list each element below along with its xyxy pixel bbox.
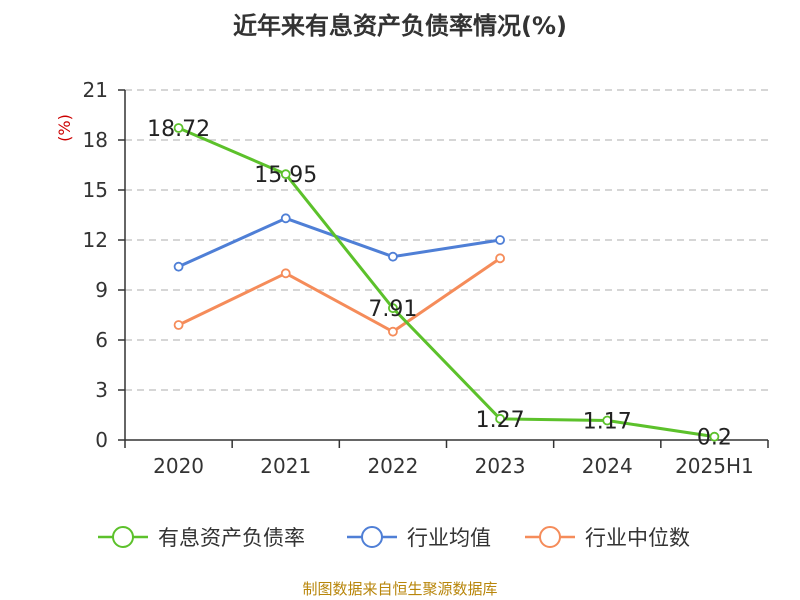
y-tick-label: 21 (83, 78, 108, 102)
y-tick-label: 0 (95, 428, 108, 452)
data-point (388, 303, 398, 314)
data-point (280, 169, 291, 180)
series-0 (173, 123, 720, 442)
data-point (280, 213, 291, 224)
legend-label: 行业均值 (407, 526, 491, 550)
y-tick-label: 6 (95, 328, 108, 352)
data-label: 15.95 (254, 163, 317, 188)
data-label: 0.2 (697, 426, 732, 451)
grid-lines (125, 89, 768, 391)
data-point (388, 251, 398, 262)
x-tick-label: 2024 (582, 454, 633, 478)
y-tick-label: 15 (83, 178, 108, 202)
legend-label: 有息资产负债率 (158, 526, 305, 550)
y-axis-unit-label: (%) (55, 114, 74, 142)
series-line (177, 126, 715, 439)
x-tick-label: 2023 (475, 454, 526, 478)
data-point (602, 415, 613, 426)
series-line (177, 216, 501, 269)
series-line (177, 257, 501, 334)
data-label: 7.91 (368, 297, 417, 322)
x-tick-label: 2022 (367, 454, 418, 478)
x-tick-label: 2020 (153, 454, 204, 478)
y-tick-label: 9 (95, 278, 108, 302)
y-tick-label: 12 (83, 228, 108, 252)
data-source-note: 制图数据来自恒生聚源数据库 (302, 580, 498, 598)
data-point (495, 235, 505, 245)
x-tick-label: 2021 (260, 454, 311, 478)
series-1 (173, 213, 505, 272)
data-label: 18.72 (147, 117, 210, 142)
data-point (173, 320, 184, 330)
data-point (709, 431, 720, 442)
data-labels: 18.72 15.95 7.91 1.27 1.17 0.2 (147, 117, 732, 451)
data-label: 1.27 (476, 408, 525, 433)
data-point (280, 268, 291, 279)
legend-item[interactable]: 行业中位数 (525, 526, 690, 550)
chart-title: 近年来有息资产负债率情况(%) (233, 12, 567, 40)
series-lines (173, 123, 720, 442)
data-point (388, 326, 398, 337)
data-point (173, 123, 184, 133)
x-tick-label: 2025H1 (675, 454, 754, 478)
data-point (495, 253, 505, 264)
y-tick-label: 18 (83, 128, 108, 152)
legend-item[interactable]: 行业均值 (347, 526, 491, 550)
legend-label: 行业中位数 (585, 526, 690, 550)
series-2 (173, 253, 505, 337)
legend: 有息资产负债率 行业均值 行业中位数 (98, 526, 690, 550)
axes (124, 90, 768, 441)
legend-marker (361, 526, 383, 548)
y-axis-ticks: 0 3 6 9 12 15 18 21 (83, 78, 125, 452)
legend-item[interactable]: 有息资产负债率 (98, 526, 305, 550)
legend-marker (539, 526, 561, 548)
data-label: 1.17 (583, 410, 632, 435)
legend-marker (112, 526, 134, 548)
data-point (173, 261, 184, 272)
data-point (495, 413, 505, 424)
x-axis-ticks: 2020 2021 2022 2023 2024 2025H1 (124, 440, 769, 478)
y-tick-label: 3 (95, 378, 108, 402)
